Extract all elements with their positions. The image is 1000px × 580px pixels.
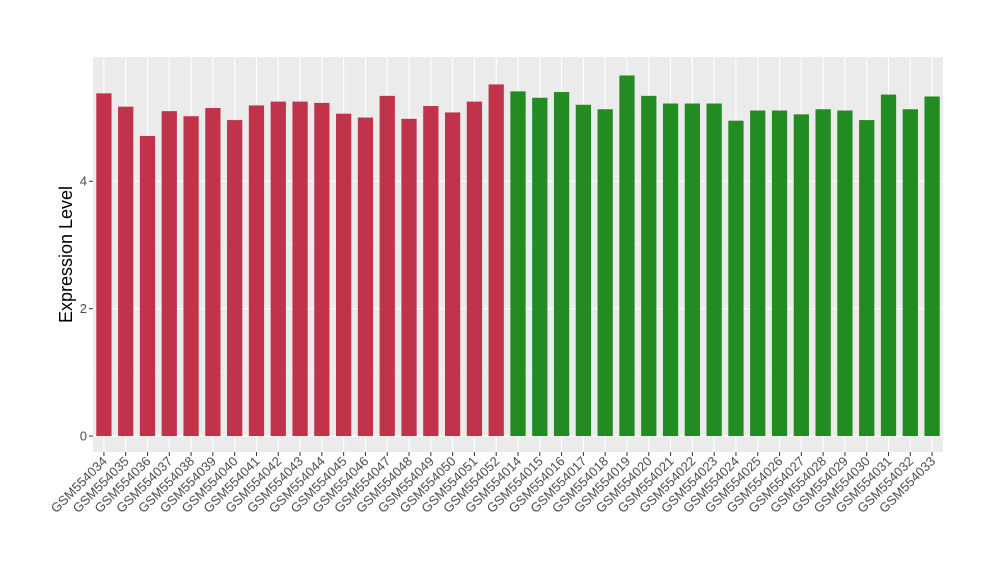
bar-GSM554048	[401, 118, 417, 437]
bar-GSM554040	[227, 120, 243, 437]
bar-GSM554018	[597, 109, 613, 437]
bar-GSM554036	[139, 136, 156, 437]
bar-GSM554016	[553, 92, 570, 437]
bar-GSM554037	[161, 111, 177, 437]
y-tick-label: 2	[80, 301, 87, 316]
bar-GSM554042	[270, 101, 286, 437]
bars	[96, 75, 940, 437]
bar-GSM554038	[183, 116, 199, 437]
bar-GSM554039	[205, 107, 221, 437]
bar-GSM554049	[423, 106, 439, 437]
bar-GSM554032	[902, 109, 918, 437]
bar-GSM554045	[336, 113, 352, 437]
y-axis-title: Expression Level	[56, 186, 76, 323]
bar-GSM554028	[815, 109, 831, 437]
bar-GSM554033	[924, 96, 940, 437]
bar-GSM554044	[314, 102, 330, 437]
bar-GSM554041	[248, 105, 265, 437]
bar-GSM554027	[793, 114, 809, 437]
bar-GSM554047	[379, 95, 395, 437]
bar-GSM554030	[859, 120, 875, 437]
y-tick-label: 4	[80, 174, 87, 189]
bar-GSM554021	[662, 103, 679, 437]
bar-GSM554026	[771, 110, 788, 437]
bar-GSM554019	[619, 75, 635, 437]
bar-GSM554034	[96, 93, 112, 437]
bar-GSM554029	[837, 110, 853, 437]
bar-GSM554023	[706, 103, 722, 437]
bar-GSM554014	[510, 91, 526, 437]
y-tick-label: 0	[80, 429, 87, 444]
y-axis: 0 2 4	[80, 174, 93, 444]
bar-GSM554022	[684, 103, 700, 437]
bar-GSM554035	[118, 106, 134, 437]
bar-GSM554043	[292, 101, 308, 437]
bar-GSM554050	[444, 112, 461, 437]
bar-GSM554051	[466, 101, 483, 437]
bar-GSM554052	[488, 84, 504, 437]
bar-GSM554024	[728, 120, 744, 437]
bar-GSM554015	[532, 97, 548, 437]
bar-GSM554031	[880, 94, 897, 437]
bar-GSM554020	[641, 95, 657, 437]
x-axis: GSM554034GSM554035GSM554036GSM554037GSM5…	[48, 452, 938, 516]
bar-GSM554025	[750, 110, 766, 437]
bar-GSM554017	[575, 104, 592, 437]
bar-GSM554046	[357, 117, 374, 437]
